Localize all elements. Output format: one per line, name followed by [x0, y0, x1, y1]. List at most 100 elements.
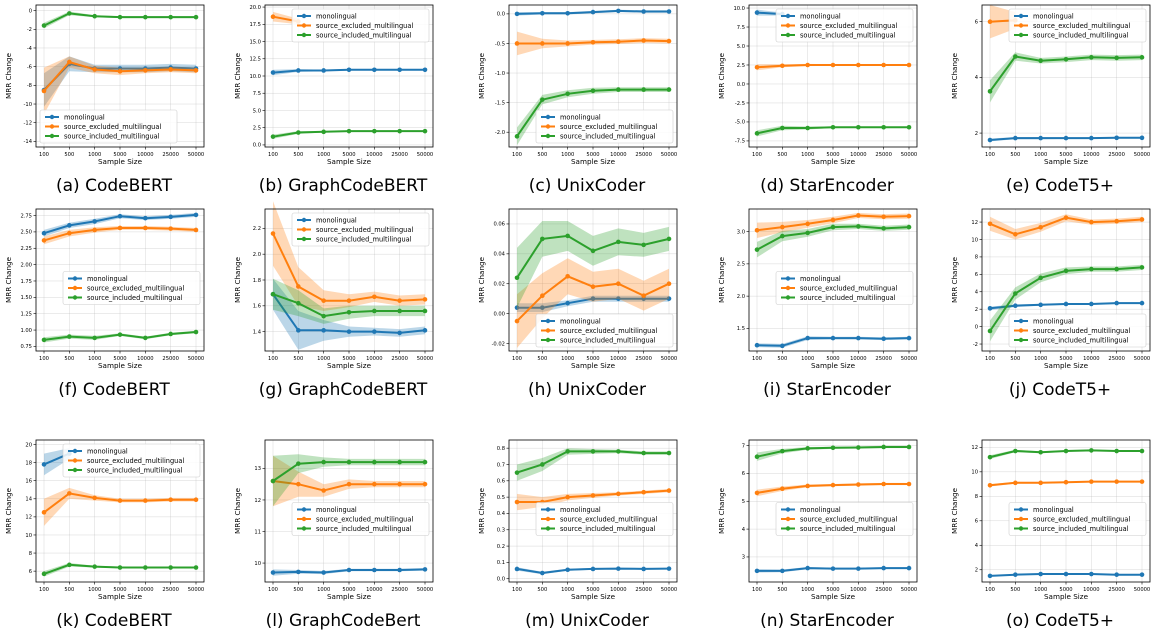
x-axis-label: Sample Size [571, 361, 616, 370]
x-axis-label: Sample Size [571, 157, 616, 166]
data-point [641, 38, 646, 43]
data-point [1139, 572, 1145, 577]
legend-marker [72, 448, 78, 454]
x-tick-label: 5000 [1059, 356, 1072, 362]
data-point [590, 248, 596, 254]
data-point [666, 236, 672, 242]
data-point [590, 493, 596, 498]
data-point [321, 313, 326, 319]
data-point [780, 568, 785, 574]
x-tick-label: 100 [39, 356, 49, 362]
data-point [1038, 302, 1043, 308]
data-point [540, 570, 545, 576]
legend-label: source_included_multilingual [87, 466, 183, 474]
legend-marker [1018, 337, 1024, 343]
legend: monolingualsource_excluded_multilinguals… [535, 109, 674, 144]
legend-label: source_included_multilingual [560, 336, 656, 344]
data-point [41, 88, 47, 94]
data-point [856, 482, 861, 487]
data-point [830, 566, 836, 571]
confidence-band [517, 258, 669, 348]
data-point [856, 445, 861, 450]
data-point [830, 224, 836, 230]
y-tick-label: 0.3 [497, 528, 505, 534]
data-point [616, 8, 621, 14]
y-tick-label: 4 [975, 75, 979, 81]
chart-panel: 0.0 -0.5 -1.0 -1.5 -2.0 100 500 1000 5000 10000 25… [477, 4, 678, 196]
legend: monolingualsource_excluded_multilinguals… [775, 502, 914, 536]
data-point [372, 329, 377, 334]
data-point [296, 130, 301, 135]
x-axis-label: Sample Size [811, 361, 856, 370]
legend-box [291, 502, 430, 536]
data-point [565, 233, 570, 239]
x-tick-label: 1000 [88, 152, 101, 158]
legend-marker [545, 124, 551, 129]
y-tick-label: 10 [971, 470, 978, 476]
data-point [67, 562, 72, 568]
data-point [1089, 448, 1094, 453]
data-point [1013, 480, 1018, 486]
y-tick-label: 6 [975, 272, 978, 278]
x-tick-label: 5000 [342, 587, 355, 593]
legend-label: monolingual [560, 506, 601, 514]
x-tick-label: 25000 [391, 356, 408, 362]
y-tick-label: 10 [971, 237, 978, 243]
y-tick-label: 0 [29, 8, 32, 14]
data-point [590, 284, 596, 290]
data-point [1063, 301, 1069, 307]
chart-panel: 2 4 6 100 500 1000 5000 10000 25000 50000 Sample S… [950, 4, 1151, 196]
data-point [296, 481, 301, 487]
chart-panel: 0.75 1.00 1.25 1.50 1.75 2.00 2.25 2.50 2.75 100 5… [4, 208, 205, 400]
data-point [92, 564, 97, 569]
legend: monolingualsource_excluded_multilinguals… [775, 8, 914, 43]
data-point [422, 328, 428, 333]
y-tick-label: 0.0 [737, 82, 745, 88]
data-point [1038, 571, 1043, 577]
legend: monolingualsource_excluded_multilinguals… [1008, 8, 1147, 43]
y-tick-label: 6 [975, 519, 978, 525]
x-tick-label: 1000 [561, 152, 574, 158]
legend-label: source_excluded_multilingual [64, 123, 161, 131]
data-point [830, 124, 836, 130]
data-point [270, 478, 276, 484]
data-point [422, 128, 428, 134]
panel-caption: (d) StarEncoder [760, 176, 894, 196]
y-tick-label: 13 [254, 466, 261, 472]
data-point [143, 14, 148, 20]
legend-marker [301, 507, 307, 512]
data-point [193, 68, 199, 73]
data-point [987, 221, 993, 227]
x-axis-label: Sample Size [1044, 592, 1089, 601]
x-tick-label: 100 [268, 356, 278, 362]
legend-marker [301, 227, 307, 232]
data-point [666, 87, 672, 92]
legend-label: source_included_multilingual [1033, 336, 1129, 344]
legend-marker [72, 295, 78, 300]
y-tick-label: 5.0 [737, 44, 745, 50]
y-tick-label: 14 [25, 497, 32, 503]
data-point [92, 13, 97, 19]
legend-marker [49, 114, 55, 120]
data-point [754, 131, 760, 136]
data-point [590, 39, 596, 45]
data-point [565, 494, 570, 500]
legend-label: source_excluded_multilingual [87, 457, 184, 465]
data-point [641, 566, 646, 572]
legend-marker [545, 507, 551, 512]
data-point [321, 459, 326, 465]
data-point [616, 566, 621, 571]
legend-marker [1018, 13, 1024, 19]
y-tick-label: -12 [24, 121, 32, 127]
legend-label: monolingual [1033, 506, 1074, 514]
data-point [1038, 275, 1043, 281]
y-tick-label: 2.0 [737, 294, 745, 300]
data-point [616, 281, 621, 287]
x-tick-label: 10000 [850, 152, 867, 158]
legend-marker [301, 526, 307, 531]
data-point [67, 11, 72, 16]
y-tick-label: -1.0 [495, 71, 505, 77]
y-tick-label: 12.5 [249, 57, 261, 63]
data-point [143, 565, 148, 570]
